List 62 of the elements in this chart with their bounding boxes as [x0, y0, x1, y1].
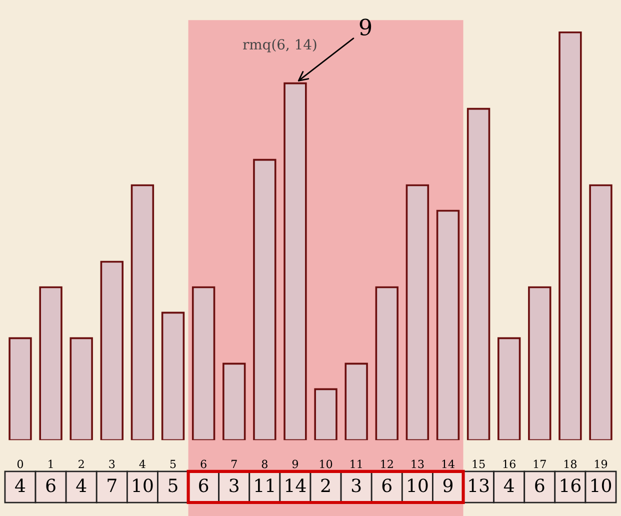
x-tick-label: 16 — [503, 460, 516, 468]
data-label: 4 — [504, 478, 514, 492]
bar — [222, 362, 246, 440]
x-tick-label: 10 — [320, 460, 332, 468]
data-label: 10 — [133, 478, 153, 492]
bar — [130, 184, 154, 440]
x-tick-label: 18 — [564, 460, 577, 468]
x-tick-label: 15 — [472, 460, 485, 468]
bar — [436, 210, 460, 440]
x-tick-label: 6 — [200, 460, 206, 468]
x-tick-label: 5 — [170, 460, 176, 468]
data-label: 6 — [535, 478, 544, 492]
data-label: 10 — [591, 478, 612, 492]
data-label: 6 — [199, 478, 208, 492]
data-label: 3 — [352, 478, 361, 492]
bar — [192, 286, 216, 440]
data-label: 4 — [15, 478, 26, 492]
data-label: 11 — [255, 478, 274, 492]
data-label: 10 — [408, 478, 428, 492]
x-tick-label: 8 — [262, 460, 268, 468]
bar — [39, 286, 62, 440]
bar — [528, 286, 552, 440]
bar — [70, 337, 93, 440]
bar — [558, 31, 582, 440]
x-tick-label: 14 — [442, 460, 454, 468]
x-tick-label: 13 — [412, 460, 424, 468]
bar — [497, 337, 521, 440]
data-label: 6 — [382, 478, 392, 492]
bar — [314, 388, 338, 440]
x-tick-label: 0 — [17, 460, 24, 468]
bar — [100, 260, 124, 440]
x-tick-label: 19 — [595, 460, 608, 468]
x-tick-label: 4 — [139, 460, 146, 468]
bar — [253, 158, 276, 440]
data-label: 7 — [108, 478, 116, 492]
band-label: rmq(6, 14) — [243, 38, 316, 52]
data-label: 16 — [560, 478, 581, 492]
bar — [284, 82, 307, 440]
x-tick-label: 17 — [534, 460, 546, 468]
x-tick-label: 2 — [78, 460, 84, 468]
bar — [589, 184, 612, 440]
bar — [344, 362, 368, 440]
data-label: 6 — [46, 478, 56, 492]
data-label: 2 — [321, 478, 330, 492]
x-tick-label: 12 — [381, 460, 393, 468]
bar — [406, 184, 430, 440]
bar — [8, 337, 32, 440]
x-tick-label: 7 — [232, 460, 237, 468]
data-label: 14 — [286, 478, 306, 492]
bar — [375, 286, 398, 440]
x-tick-label: 1 — [48, 460, 53, 468]
data-label: 13 — [469, 478, 489, 492]
x-tick-label: 9 — [292, 460, 298, 468]
bar — [161, 312, 185, 440]
annotation: 9 — [360, 18, 372, 36]
bar — [466, 108, 490, 440]
x-tick-label: 3 — [109, 460, 115, 468]
data-label: 3 — [230, 478, 239, 492]
data-label: 4 — [76, 478, 86, 492]
data-label: 9 — [443, 478, 453, 492]
x-tick-label: 11 — [350, 460, 362, 468]
data-label: 5 — [168, 478, 178, 492]
